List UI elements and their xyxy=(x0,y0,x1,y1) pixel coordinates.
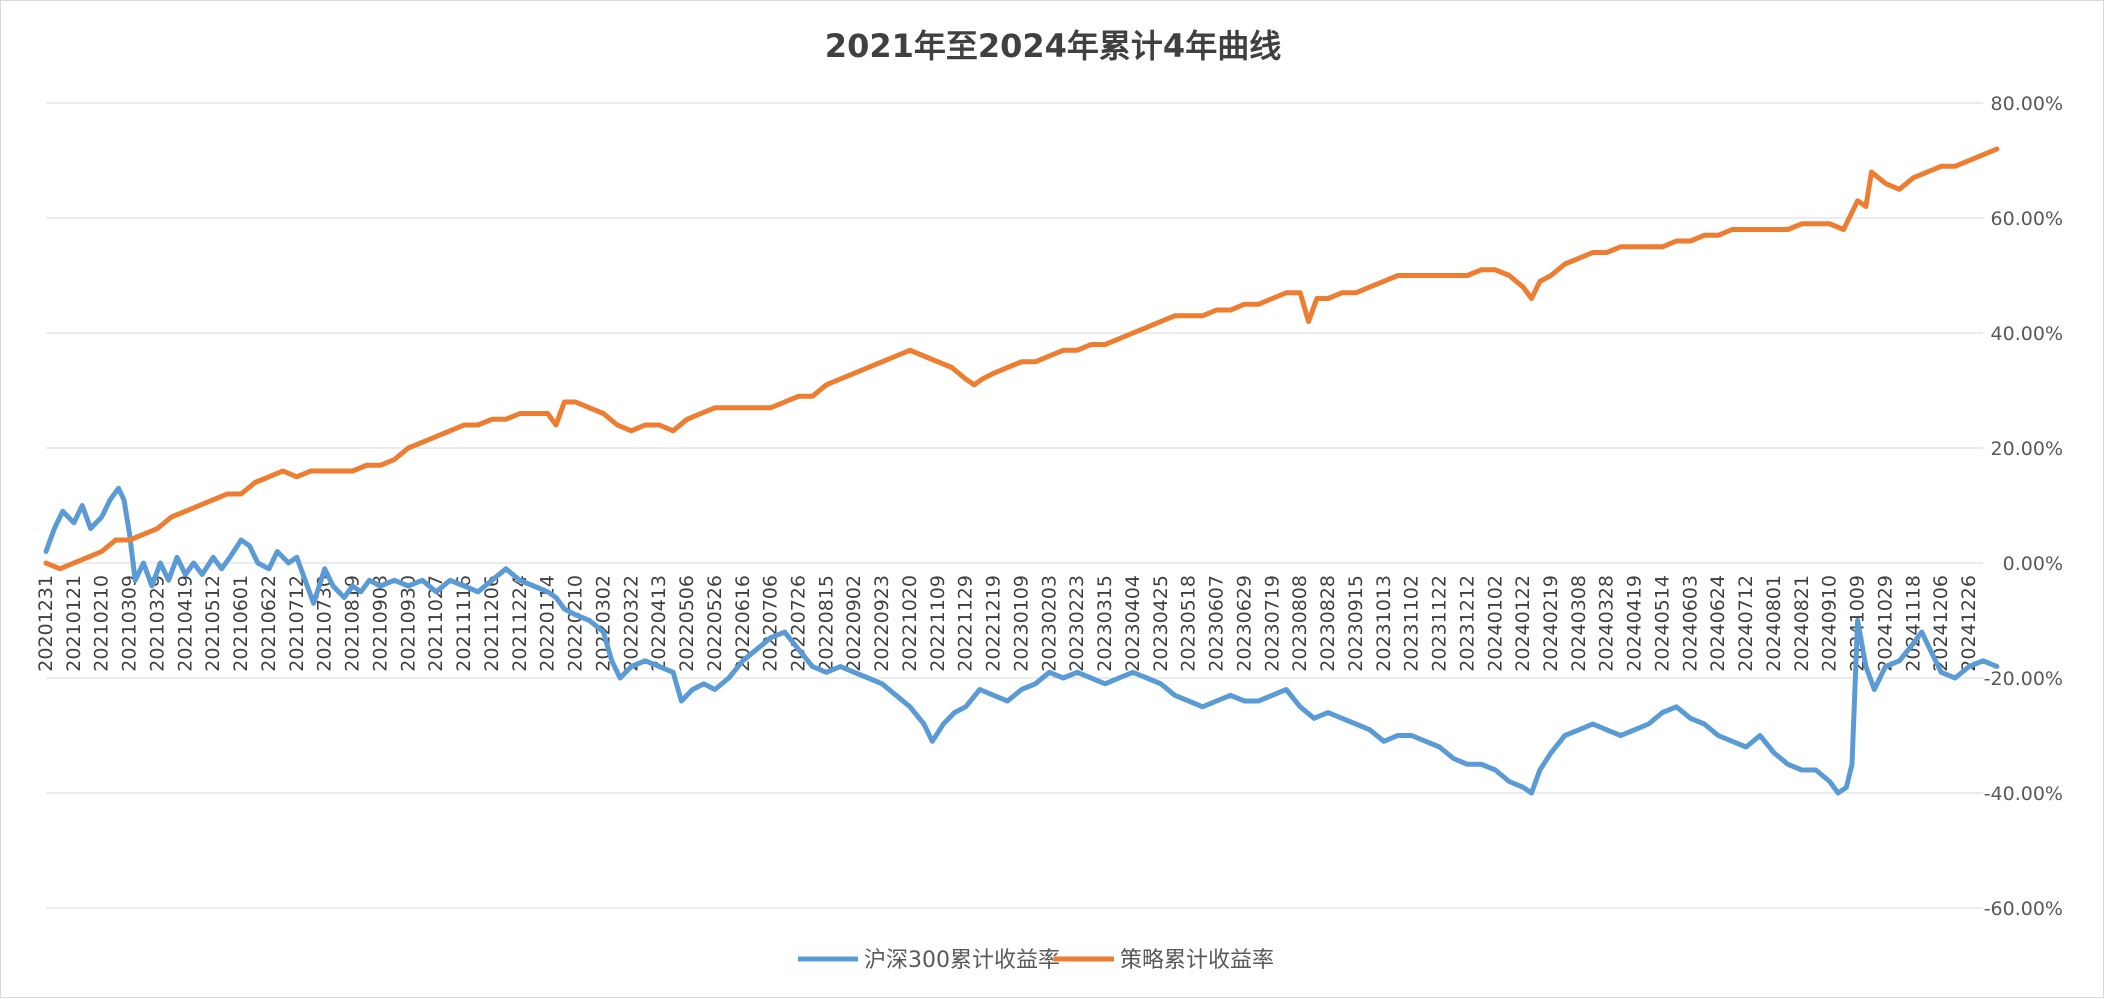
x-tick-label: 20230203 xyxy=(1038,575,1060,672)
x-tick-label: 20240419 xyxy=(1624,575,1646,672)
series-line-0 xyxy=(43,485,2000,796)
legend: 沪深300累计收益率 策略累计收益率 xyxy=(798,948,1274,973)
y-tick-label: 60.00% xyxy=(1991,208,2063,230)
x-tick-label: 20240308 xyxy=(1568,575,1590,672)
y-tick-label: -60.00% xyxy=(1984,898,2063,920)
x-tick-label: 20220815 xyxy=(815,575,837,672)
x-tick-label: 20211027 xyxy=(425,575,447,672)
x-tick-label: 20240910 xyxy=(1819,575,1841,672)
x-tick-label: 20231122 xyxy=(1429,575,1451,672)
y-axis-ticks: 80.00% 60.00% 40.00% 20.00% 0.00% -20.00% -40.… xyxy=(1984,93,2063,920)
x-tick-label: 20231212 xyxy=(1456,575,1478,672)
x-tick-label: 20220210 xyxy=(565,575,587,672)
x-tick-label: 20230425 xyxy=(1150,575,1172,672)
x-tick-label: 20201231 xyxy=(35,575,57,672)
x-tick-label: 20230109 xyxy=(1010,575,1032,672)
y-tick-label: -40.00% xyxy=(1984,783,2063,805)
y-tick-label: 40.00% xyxy=(1991,323,2063,345)
x-tick-label: 20230629 xyxy=(1233,575,1255,672)
x-tick-label: 20230607 xyxy=(1206,575,1228,672)
gridlines xyxy=(46,102,1983,909)
x-tick-label: 20241029 xyxy=(1874,575,1896,672)
x-tick-label: 20211206 xyxy=(481,575,503,672)
x-tick-label: 20230518 xyxy=(1178,575,1200,672)
x-tick-label: 20221219 xyxy=(983,575,1005,672)
x-tick-label: 20240328 xyxy=(1596,575,1618,672)
x-tick-label: 20221129 xyxy=(955,575,977,672)
x-tick-label: 20210309 xyxy=(119,575,141,672)
x-tick-label: 20211116 xyxy=(453,575,475,672)
x-tick-label: 20240514 xyxy=(1651,575,1673,672)
legend-label-0: 沪深300累计收益率 xyxy=(864,948,1060,973)
x-tick-label: 20231102 xyxy=(1401,575,1423,672)
x-tick-label: 20241118 xyxy=(1902,575,1924,672)
x-tick-label: 20240712 xyxy=(1735,575,1757,672)
x-tick-label: 20240801 xyxy=(1763,575,1785,672)
x-tick-label: 20220114 xyxy=(537,575,559,672)
y-tick-label: -20.00% xyxy=(1984,668,2063,690)
series-line-1 xyxy=(43,146,2000,572)
x-tick-label: 20230808 xyxy=(1289,575,1311,672)
x-tick-label: 20241226 xyxy=(1958,575,1980,672)
x-tick-label: 20220706 xyxy=(760,575,782,672)
series-lines xyxy=(43,146,2000,796)
x-tick-label: 20241206 xyxy=(1930,575,1952,672)
x-tick-label: 20221020 xyxy=(899,575,921,672)
x-axis-ticks: 20201231 20210121 20210210 20210309 20210329… xyxy=(35,575,1980,672)
y-tick-label: 0.00% xyxy=(2003,553,2063,575)
x-tick-label: 20221109 xyxy=(927,575,949,672)
x-tick-label: 20240603 xyxy=(1679,575,1701,672)
x-tick-label: 20220616 xyxy=(732,575,754,672)
x-tick-label: 20220506 xyxy=(676,575,698,672)
x-tick-label: 20220413 xyxy=(648,575,670,672)
x-tick-label: 20211224 xyxy=(509,575,531,672)
x-tick-label: 20240624 xyxy=(1707,575,1729,672)
x-tick-label: 20210210 xyxy=(91,575,113,672)
x-tick-label: 20220902 xyxy=(843,575,865,672)
x-tick-label: 20230223 xyxy=(1066,575,1088,672)
y-tick-label: 20.00% xyxy=(1991,438,2063,460)
x-tick-label: 20230404 xyxy=(1122,575,1144,672)
x-tick-label: 20220322 xyxy=(620,575,642,672)
x-tick-label: 20240219 xyxy=(1540,575,1562,672)
x-tick-label: 20210908 xyxy=(369,575,391,672)
y-tick-label: 80.00% xyxy=(1991,93,2063,115)
x-tick-label: 20210930 xyxy=(397,575,419,672)
x-tick-label: 20210601 xyxy=(230,575,252,672)
x-tick-label: 20240102 xyxy=(1484,575,1506,672)
x-tick-label: 20210730 xyxy=(314,575,336,672)
chart-title: 2021年至2024年累计4年曲线 xyxy=(825,27,1281,65)
x-tick-label: 20230719 xyxy=(1261,575,1283,672)
x-tick-label: 20230315 xyxy=(1094,575,1116,672)
x-tick-label: 20220726 xyxy=(788,575,810,672)
x-tick-label: 20220526 xyxy=(704,575,726,672)
x-tick-label: 20210622 xyxy=(258,575,280,672)
x-tick-label: 20210512 xyxy=(202,575,224,672)
x-tick-label: 20230915 xyxy=(1345,575,1367,672)
x-tick-label: 20210819 xyxy=(342,575,364,672)
x-tick-label: 20210712 xyxy=(286,575,308,672)
x-tick-label: 20231013 xyxy=(1373,575,1395,672)
x-tick-label: 20210329 xyxy=(146,575,168,672)
x-tick-label: 20220923 xyxy=(871,575,893,672)
x-tick-label: 20230828 xyxy=(1317,575,1339,672)
x-tick-label: 20240821 xyxy=(1791,575,1813,672)
x-tick-label: 20240122 xyxy=(1512,575,1534,672)
x-tick-label: 20210121 xyxy=(63,575,85,672)
x-tick-label: 20210419 xyxy=(174,575,196,672)
legend-label-1: 策略累计收益率 xyxy=(1120,948,1274,973)
